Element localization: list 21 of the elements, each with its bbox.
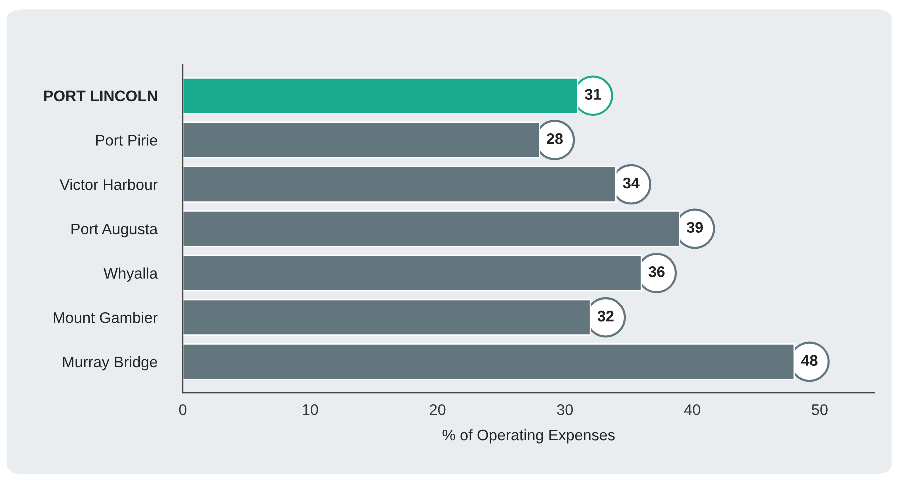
x-tick-label: 40 — [684, 404, 700, 416]
data-label: 48 — [801, 355, 818, 366]
y-tick-label: Mount Gambier — [54, 312, 158, 324]
x-tick-label: 30 — [557, 404, 574, 416]
y-tick-label: PORT LINCOLN — [44, 90, 158, 102]
data-label: 32 — [598, 310, 614, 322]
data-label: 31 — [585, 89, 602, 100]
x-axis-title: % of Operating Expenses — [442, 429, 615, 444]
x-tick-label: 20 — [430, 404, 446, 416]
x-tick-label: 50 — [812, 404, 828, 416]
data-label: 39 — [686, 222, 704, 234]
y-tick-label: Victor Harbour — [60, 179, 158, 190]
x-tick-label: 10 — [303, 404, 318, 416]
y-tick-label: Murray Bridge — [63, 356, 158, 371]
y-tick-label: Whyalla — [104, 268, 158, 282]
data-label: 28 — [547, 134, 564, 144]
data-label: 34 — [623, 178, 640, 189]
data-label: 36 — [648, 266, 665, 278]
x-tick-label: 0 — [179, 404, 187, 416]
y-tick-label: Port Pirie — [96, 134, 158, 146]
y-tick-label: Port Augusta — [72, 224, 158, 238]
